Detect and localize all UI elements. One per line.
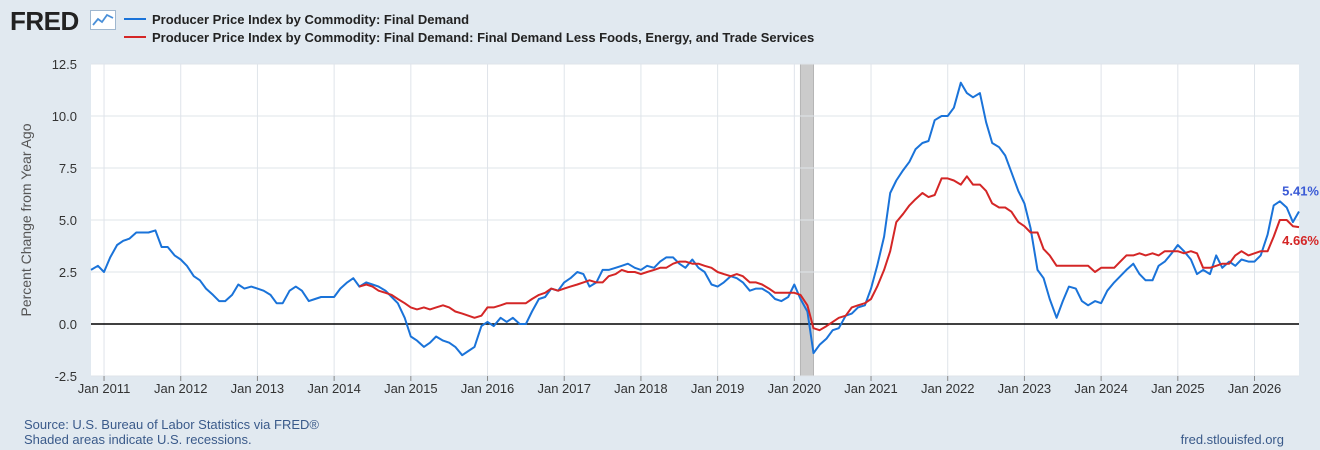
x-tick-label: Jan 2022	[921, 381, 975, 396]
x-tick-label: Jan 2020	[768, 381, 822, 396]
x-tick-label: Jan 2025	[1151, 381, 1205, 396]
y-tick-label: -2.5	[55, 369, 77, 384]
chart-canvas: -2.50.02.55.07.510.012.5 Jan 2011 Jan 201…	[18, 57, 1319, 396]
series-line-2	[359, 175, 1300, 332]
x-tick-label: Jan 2024	[1074, 381, 1128, 396]
x-tick-label: Jan 2011	[78, 381, 131, 396]
legend: Producer Price Index by Commodity: Final…	[124, 10, 814, 46]
x-tick-label: Jan 2016	[461, 381, 515, 396]
legend-swatch-series-1	[124, 18, 146, 20]
line-chart-icon	[90, 10, 116, 30]
chart-header: FRED Producer Price Index by Commodity: …	[0, 0, 1320, 56]
y-tick-label: 10.0	[52, 109, 77, 124]
y-tick-label: 7.5	[59, 161, 77, 176]
fred-url[interactable]: fred.stlouisfed.org	[1180, 432, 1284, 447]
y-tick-label: 0.0	[59, 317, 77, 332]
x-tick-label: Jan 2018	[614, 381, 668, 396]
x-tick-label: Jan 2023	[998, 381, 1052, 396]
y-tick-label: 12.5	[52, 57, 77, 72]
x-tick-label: Jan 2019	[691, 381, 745, 396]
end-label-series-1: 5.41%	[1282, 183, 1319, 198]
legend-label-series-1: Producer Price Index by Commodity: Final…	[152, 11, 470, 27]
x-tick-label: Jan 2013	[231, 381, 285, 396]
x-tick-label: Jan 2015	[384, 381, 438, 396]
source-note: Source: U.S. Bureau of Labor Statistics …	[24, 417, 319, 432]
end-labels: 5.41% 4.66%	[1282, 183, 1319, 248]
legend-item-series-2[interactable]: Producer Price Index by Commodity: Final…	[124, 28, 814, 46]
fred-logo[interactable]: FRED	[10, 6, 79, 36]
legend-label-series-2: Producer Price Index by Commodity: Final…	[152, 29, 815, 45]
x-tick-label: Jan 2026	[1228, 381, 1282, 396]
x-tick-label: Jan 2014	[307, 381, 361, 396]
y-tick-label: 2.5	[59, 265, 77, 280]
y-axis-ticks: -2.5 0.0 2.5 5.0 7.5 10.0 12.5	[52, 57, 77, 384]
legend-swatch-series-2	[124, 36, 146, 38]
x-tick-label: Jan 2021	[844, 381, 898, 396]
legend-item-series-1[interactable]: Producer Price Index by Commodity: Final…	[124, 10, 814, 28]
recession-note: Shaded areas indicate U.S. recessions.	[24, 432, 252, 447]
end-label-series-2: 4.66%	[1282, 233, 1319, 248]
series-lines	[90, 81, 1300, 357]
y-axis-label: Percent Change from Year Ago	[18, 123, 34, 316]
x-tick-label: Jan 2012	[154, 381, 208, 396]
y-tick-label: 5.0	[59, 213, 77, 228]
x-axis-ticks: Jan 2011 Jan 2012 Jan 2013 Jan 2014 Jan 2015…	[78, 376, 1281, 396]
x-tick-label: Jan 2017	[537, 381, 591, 396]
chart-footer: Source: U.S. Bureau of Labor Statistics …	[24, 417, 319, 447]
